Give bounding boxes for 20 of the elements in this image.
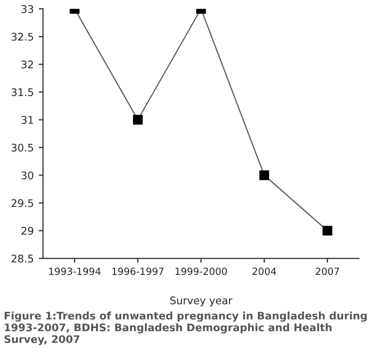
y-tick-label: 31.5 — [12, 88, 34, 96]
x-tick-label: 1996-1997 — [112, 268, 164, 275]
caption: Figure 1:Trends of unwanted pregnancy in Bangladesh during 1993-2007, BDHS: Bangladesh Demographic and Health Survey, 2007 — [4, 312, 367, 346]
y-tick-label: 32.5 — [12, 32, 34, 41]
x-tick-label: 2007 — [316, 268, 339, 275]
x-axis-title: Survey year — [170, 296, 232, 306]
point — [322, 226, 332, 236]
x-tick-label: 1999-2000 — [176, 268, 227, 275]
x-tick-label: 1993-1994 — [49, 268, 101, 275]
y-tick-label: 31 — [22, 116, 34, 124]
y-tick-label: 30.5 — [12, 144, 34, 152]
y-tick-label: 32 — [22, 60, 33, 68]
y-tick-label: 28.5 — [12, 254, 34, 263]
point — [259, 170, 270, 180]
y-tick-label: 29 — [21, 226, 34, 235]
y-tick-label: 29.5 — [12, 199, 34, 208]
x-tick-label: 2004 — [252, 268, 276, 275]
point — [132, 114, 143, 125]
y-tick-label: 30 — [22, 171, 34, 180]
y-tick-label: 33 — [22, 5, 34, 13]
